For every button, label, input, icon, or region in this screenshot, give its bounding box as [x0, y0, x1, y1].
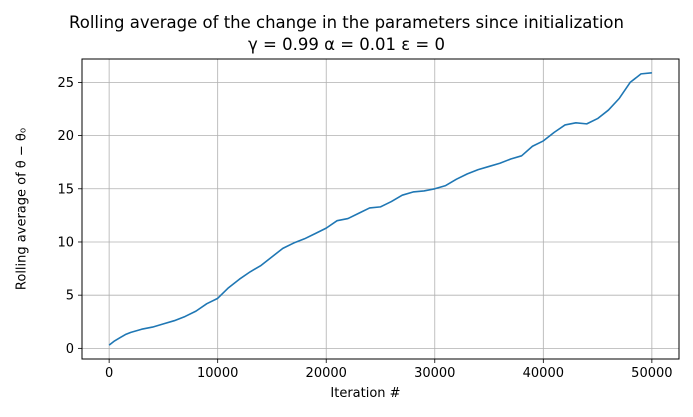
y-tick-label: 0: [66, 342, 74, 357]
y-axis-label: Rolling average of θ − θ₀: [14, 127, 30, 291]
y-tick-label: 15: [57, 182, 74, 197]
series-line: [108, 72, 652, 346]
x-tick-label: 40000: [523, 366, 564, 381]
x-tick-label: 50000: [631, 366, 672, 381]
y-tick-label: 25: [57, 76, 74, 91]
y-tick-label: 5: [66, 289, 74, 304]
y-tick-label: 10: [57, 235, 74, 250]
plot-area-frame: [81, 58, 680, 360]
x-tick-label: 20000: [306, 366, 347, 381]
chart-title: Rolling average of the change in the par…: [69, 13, 624, 32]
chart-subtitle: γ = 0.99 α = 0.01 ε = 0: [248, 35, 445, 54]
x-axis-label: Iteration #: [330, 386, 401, 401]
x-tick-label: 0: [105, 366, 113, 381]
x-tick-label: 10000: [197, 366, 238, 381]
y-tick-label: 20: [57, 129, 74, 144]
x-tick-label: 30000: [414, 366, 455, 381]
